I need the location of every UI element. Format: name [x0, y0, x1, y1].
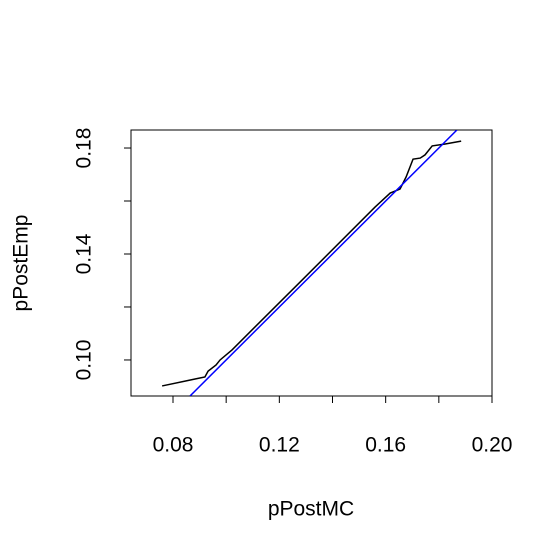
- x-axis-label: pPostMC: [268, 498, 354, 521]
- y-tick-label: 0.14: [73, 233, 96, 274]
- series-line: [189, 130, 458, 396]
- x-tick-label: 0.16: [365, 434, 406, 457]
- y-tick-label: 0.18: [73, 128, 96, 169]
- series-line: [161, 140, 462, 387]
- x-tick-label: 0.20: [472, 434, 513, 457]
- x-tick-label: 0.12: [259, 434, 300, 457]
- plot-area: [161, 130, 462, 396]
- x-tick-label: 0.08: [153, 434, 194, 457]
- y-tick-label: 0.10: [73, 340, 96, 381]
- y-axis-label: pPostEmp: [10, 215, 33, 312]
- plot-box: [130, 129, 493, 397]
